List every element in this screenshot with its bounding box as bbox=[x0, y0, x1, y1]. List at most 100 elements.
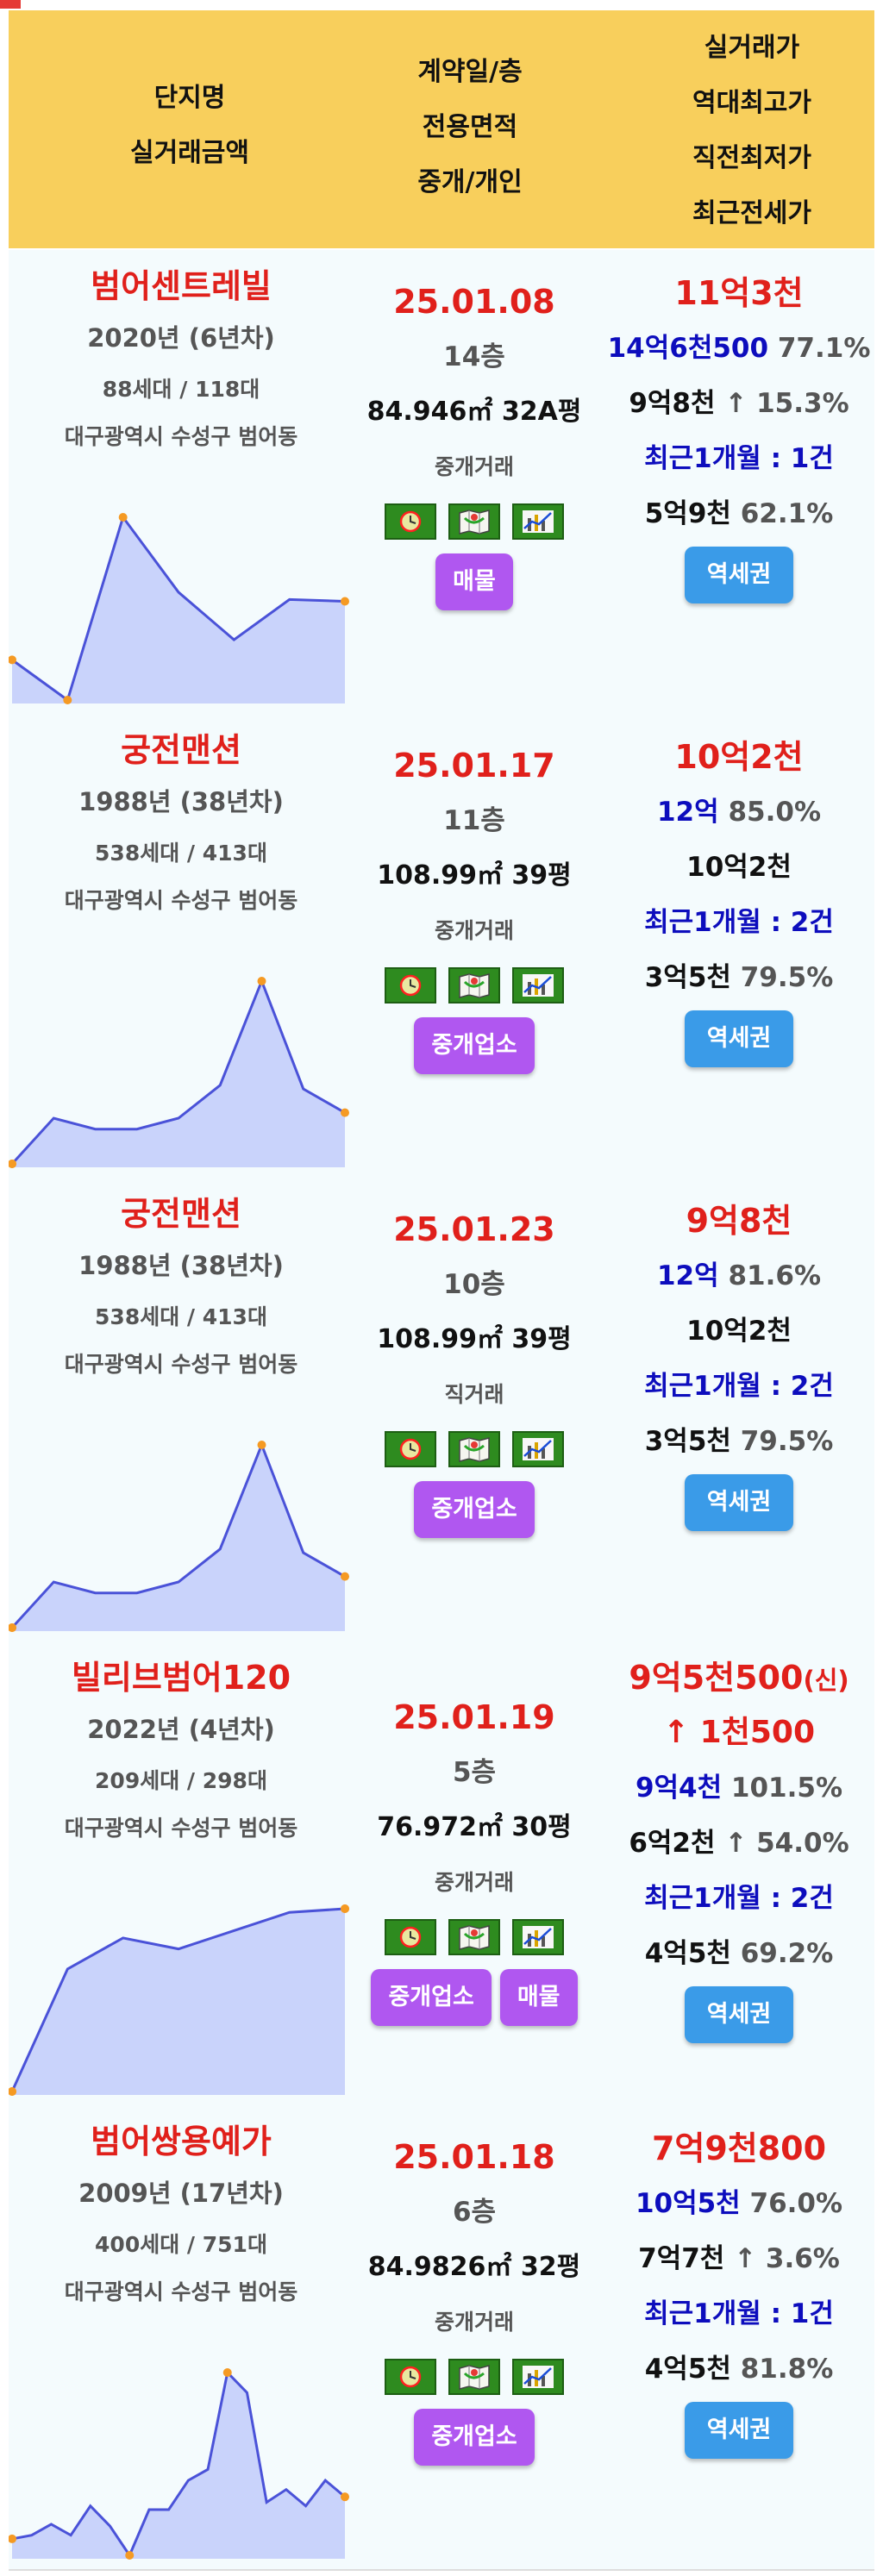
record-high-price: 14억6천500 bbox=[607, 333, 769, 364]
complex-name[interactable]: 궁전맨션 bbox=[121, 1195, 241, 1233]
price-trend-sparkline bbox=[9, 977, 349, 1168]
header-col-price: 실거래가 역대최고가 직전최저가 최근전세가 bbox=[629, 21, 874, 241]
complex-name[interactable]: 범어쌍용예가 bbox=[91, 2123, 272, 2160]
clock-icon[interactable] bbox=[385, 503, 436, 540]
sparkline-point bbox=[125, 2551, 135, 2560]
sparkline-line bbox=[11, 2369, 346, 2559]
address: 대구광역시 수성구 범어동 bbox=[64, 424, 298, 449]
price-info: 11억3천 14억6천500 77.1% 9억8천 ↑ 15.3% 최근1개월 : 1… bbox=[604, 266, 874, 609]
record-high-pct: 77.1% bbox=[777, 333, 871, 364]
jeonse-pct: 79.5% bbox=[740, 1426, 834, 1457]
listing-row[interactable]: 범어센트레빌 2020년 (6년차) 88세대 / 118대 대구광역시 수성구 범어… bbox=[9, 250, 874, 716]
header-label: 최근전세가 bbox=[692, 198, 811, 228]
up-arrow-icon: ↑ bbox=[724, 1828, 748, 1859]
agency-button[interactable]: 중개업소 bbox=[414, 1481, 535, 1538]
household-parking: 209세대 / 298대 bbox=[95, 1768, 267, 1793]
sparkline-point bbox=[257, 977, 266, 985]
complex-info: 범어센트레빌 2020년 (6년차) 88세대 / 118대 대구광역시 수성구 범어… bbox=[9, 260, 354, 459]
contract-info: 25.01.19 5층 76.972㎡ 30평 중개거래 중개업소 매물 bbox=[354, 1690, 595, 2031]
row-buttons: 매물 bbox=[354, 548, 595, 616]
clock-icon[interactable] bbox=[385, 967, 436, 1004]
action-icons bbox=[354, 2350, 595, 2404]
sparkline-area bbox=[12, 981, 345, 1167]
complex-name[interactable]: 빌리브범어120 bbox=[71, 1659, 291, 1697]
map-icon[interactable] bbox=[448, 2359, 500, 2395]
chart-icon[interactable] bbox=[512, 503, 564, 540]
jeonse-pct: 81.8% bbox=[740, 2354, 834, 2385]
prev-low-pct: 3.6% bbox=[765, 2243, 840, 2274]
trade-price: 9억5천500 bbox=[629, 1659, 804, 1697]
station-area-button[interactable]: 역세권 bbox=[684, 1010, 794, 1067]
prev-low-line: 6억2천 ↑ 54.0% bbox=[604, 1816, 874, 1871]
station-wrap: 역세권 bbox=[604, 1469, 874, 1536]
complex-info: 빌리브범어120 2022년 (4년차) 209세대 / 298대 대구광역시 수성구… bbox=[9, 1652, 354, 1850]
recent-month-count: 최근1개월 : 2건 bbox=[644, 1883, 834, 1914]
price-trend-sparkline bbox=[9, 1441, 349, 1632]
agency-button[interactable]: 중개업소 bbox=[371, 1969, 492, 2026]
trade-price: 10억2천 bbox=[674, 738, 804, 776]
deal-type: 직거래 bbox=[444, 1382, 504, 1407]
trade-price: 7억9천800 bbox=[651, 2129, 827, 2167]
prev-low-line: 7억7천 ↑ 3.6% bbox=[604, 2231, 874, 2286]
header-col-contract: 계약일/층 전용면적 중개/개인 bbox=[358, 45, 582, 210]
station-wrap: 역세권 bbox=[604, 2397, 874, 2464]
prev-low-line: 10억2천 bbox=[604, 840, 874, 895]
exclusive-area: 84.946㎡ 32A평 bbox=[366, 397, 582, 427]
record-high-price: 12억 bbox=[656, 1260, 719, 1291]
price-info: 9억8천 12억 81.6% 10억2천 최근1개월 : 2건 3억5천 79.5% 역세… bbox=[604, 1193, 874, 1536]
listings-button[interactable]: 매물 bbox=[435, 553, 513, 610]
chart-icon[interactable] bbox=[512, 2359, 564, 2395]
sparkline-point bbox=[341, 1572, 349, 1581]
station-area-button[interactable]: 역세권 bbox=[684, 1474, 794, 1531]
chart-icon[interactable] bbox=[512, 1919, 564, 1955]
map-icon[interactable] bbox=[448, 1431, 500, 1467]
station-area-button[interactable]: 역세권 bbox=[684, 1986, 794, 2043]
action-icons bbox=[354, 1422, 595, 1476]
household-parking: 538세대 / 413대 bbox=[95, 1304, 267, 1329]
chart-icon[interactable] bbox=[512, 1431, 564, 1467]
station-area-button[interactable]: 역세권 bbox=[684, 547, 794, 603]
prev-low-price: 10억2천 bbox=[686, 1316, 792, 1347]
complex-name[interactable]: 궁전맨션 bbox=[121, 731, 241, 769]
row-buttons: 중개업소 bbox=[354, 1012, 595, 1079]
map-icon[interactable] bbox=[448, 503, 500, 540]
floor: 5층 bbox=[452, 1757, 497, 1788]
price-trend-sparkline bbox=[9, 2368, 349, 2560]
station-area-button[interactable]: 역세권 bbox=[684, 2402, 794, 2459]
record-high-price: 10억5천 bbox=[635, 2188, 741, 2219]
sparkline-point bbox=[222, 2368, 232, 2377]
agency-button[interactable]: 중개업소 bbox=[414, 2409, 535, 2466]
jeonse-price: 4억5천 bbox=[644, 1938, 731, 1969]
listing-row[interactable]: 궁전맨션 1988년 (38년차) 538세대 / 413대 대구광역시 수성구 범어… bbox=[9, 714, 874, 1179]
contract-info: 25.01.17 11층 108.99㎡ 39평 중개거래 중개업소 bbox=[354, 738, 595, 1079]
sparkline-point bbox=[9, 2534, 16, 2543]
clock-icon[interactable] bbox=[385, 2359, 436, 2395]
build-year: 1988년 (38년차) bbox=[78, 1251, 284, 1280]
listing-row[interactable]: 궁전맨션 1988년 (38년차) 538세대 / 413대 대구광역시 수성구 범어… bbox=[9, 1178, 874, 1643]
map-icon[interactable] bbox=[448, 1919, 500, 1955]
clock-icon[interactable] bbox=[385, 1919, 436, 1955]
sparkline-point bbox=[341, 1904, 349, 1913]
contract-date: 25.01.18 bbox=[393, 2138, 555, 2176]
clock-icon[interactable] bbox=[385, 1431, 436, 1467]
agency-button[interactable]: 중개업소 bbox=[414, 1017, 535, 1074]
sparkline-line bbox=[10, 977, 346, 1166]
station-wrap: 역세권 bbox=[604, 1005, 874, 1072]
price-trend-sparkline bbox=[9, 1904, 349, 2096]
record-high-price: 12억 bbox=[656, 797, 719, 828]
complex-name[interactable]: 범어센트레빌 bbox=[91, 267, 272, 305]
top-red-mark bbox=[0, 0, 21, 9]
prev-low-line: 9억8천 ↑ 15.3% bbox=[604, 376, 874, 431]
sparkline-area bbox=[12, 517, 345, 703]
record-high-line: 12억 81.6% bbox=[604, 1248, 874, 1304]
map-icon[interactable] bbox=[448, 967, 500, 1004]
complex-info: 범어쌍용예가 2009년 (17년차) 400세대 / 751대 대구광역시 수성구 … bbox=[9, 2116, 354, 2314]
chart-icon[interactable] bbox=[512, 967, 564, 1004]
listing-row[interactable]: 범어쌍용예가 2009년 (17년차) 400세대 / 751대 대구광역시 수성구 … bbox=[9, 2105, 874, 2571]
household-parking: 400세대 / 751대 bbox=[95, 2232, 267, 2257]
listing-row[interactable]: 빌리브범어120 2022년 (4년차) 209세대 / 298대 대구광역시 수성구… bbox=[9, 1641, 874, 2107]
action-icons bbox=[354, 495, 595, 548]
build-year: 1988년 (38년차) bbox=[78, 787, 284, 816]
listings-button[interactable]: 매물 bbox=[499, 1969, 578, 2026]
address: 대구광역시 수성구 범어동 bbox=[64, 2279, 298, 2304]
